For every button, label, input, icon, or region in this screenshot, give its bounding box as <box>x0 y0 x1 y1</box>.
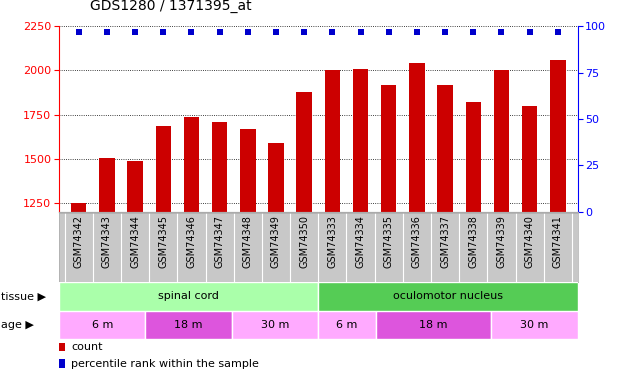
Bar <box>240 129 256 212</box>
Bar <box>268 143 284 212</box>
Bar <box>494 70 509 212</box>
Bar <box>296 92 312 212</box>
Point <box>74 29 84 35</box>
Point <box>356 29 366 35</box>
Text: GSM74333: GSM74333 <box>327 215 337 268</box>
Bar <box>59 282 319 310</box>
Text: 6 m: 6 m <box>91 320 113 330</box>
Text: GSM74340: GSM74340 <box>525 215 535 268</box>
Point <box>186 29 196 35</box>
Text: 6 m: 6 m <box>337 320 358 330</box>
Text: count: count <box>71 342 103 352</box>
Text: GSM74349: GSM74349 <box>271 215 281 268</box>
Text: GSM74348: GSM74348 <box>243 215 253 268</box>
Text: GSM74343: GSM74343 <box>102 215 112 268</box>
Bar <box>127 160 143 212</box>
Bar <box>550 60 566 212</box>
Text: GSM74339: GSM74339 <box>496 215 507 268</box>
Point <box>130 29 140 35</box>
Text: GSM74337: GSM74337 <box>440 215 450 268</box>
Bar <box>376 310 491 339</box>
Bar <box>319 310 376 339</box>
Bar <box>184 117 199 212</box>
Text: GDS1280 / 1371395_at: GDS1280 / 1371395_at <box>90 0 252 13</box>
Point <box>525 29 535 35</box>
Point <box>102 29 112 35</box>
Text: GSM74345: GSM74345 <box>158 215 168 268</box>
Text: GSM74342: GSM74342 <box>74 215 84 268</box>
Point <box>243 29 253 35</box>
Point <box>496 29 506 35</box>
Bar <box>59 343 65 351</box>
Text: GSM74334: GSM74334 <box>356 215 366 268</box>
Text: tissue ▶: tissue ▶ <box>1 291 46 301</box>
Point <box>553 29 563 35</box>
Bar <box>409 63 425 212</box>
Text: spinal cord: spinal cord <box>158 291 219 301</box>
Text: GSM74335: GSM74335 <box>384 215 394 268</box>
Point <box>158 29 168 35</box>
Point <box>384 29 394 35</box>
Bar <box>145 310 232 339</box>
Bar <box>353 69 368 212</box>
Point <box>440 29 450 35</box>
Text: age ▶: age ▶ <box>1 320 34 330</box>
Bar <box>466 102 481 212</box>
Point <box>271 29 281 35</box>
Text: 30 m: 30 m <box>261 320 289 330</box>
Bar <box>319 282 578 310</box>
Text: percentile rank within the sample: percentile rank within the sample <box>71 358 260 369</box>
Bar <box>71 203 86 212</box>
Text: GSM74347: GSM74347 <box>215 215 225 268</box>
Text: GSM74341: GSM74341 <box>553 215 563 268</box>
Point <box>299 29 309 35</box>
Text: GSM74336: GSM74336 <box>412 215 422 268</box>
Bar <box>381 85 396 212</box>
Point <box>412 29 422 35</box>
Point <box>215 29 225 35</box>
Bar <box>491 310 578 339</box>
Point <box>327 29 337 35</box>
Bar <box>232 310 319 339</box>
Bar <box>155 126 171 212</box>
Bar <box>99 158 115 212</box>
Bar <box>325 70 340 212</box>
Bar <box>522 106 537 212</box>
Text: GSM74346: GSM74346 <box>186 215 196 268</box>
Text: GSM74350: GSM74350 <box>299 215 309 268</box>
Bar <box>437 85 453 212</box>
Bar <box>212 122 227 212</box>
Text: GSM74338: GSM74338 <box>468 215 478 268</box>
Text: GSM74344: GSM74344 <box>130 215 140 268</box>
Text: 18 m: 18 m <box>175 320 203 330</box>
Bar <box>59 310 145 339</box>
Point <box>468 29 478 35</box>
Text: 18 m: 18 m <box>419 320 448 330</box>
Bar <box>59 359 65 368</box>
Text: 30 m: 30 m <box>520 320 548 330</box>
Text: oculomotor nucleus: oculomotor nucleus <box>393 291 503 301</box>
